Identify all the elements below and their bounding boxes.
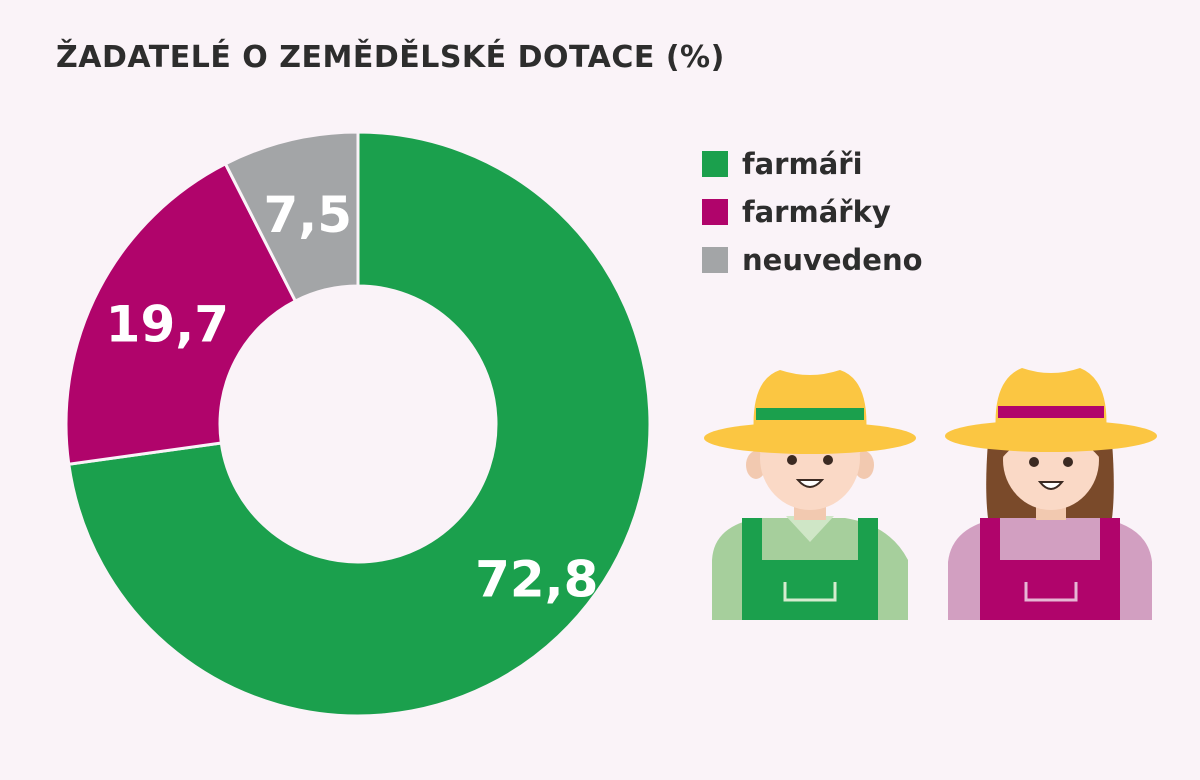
donut-slice-2	[223, 130, 360, 304]
slice-value-label-1: 19,7	[106, 296, 229, 354]
donut-slice-0	[67, 130, 652, 718]
farmers-illustration	[704, 368, 1157, 620]
legend-label: farmářky	[742, 195, 891, 229]
legend-item-farmarky: farmářky	[702, 188, 923, 236]
male-farmer-icon	[704, 370, 916, 620]
donut-chart: 72,8 19,7 7,5	[64, 130, 652, 718]
donut-value-labels: 72,8 19,7 7,5	[106, 186, 599, 609]
legend-swatch	[702, 199, 728, 225]
legend-item-farmari: farmáři	[702, 140, 923, 188]
donut-slice-1	[64, 161, 298, 466]
legend-label: neuvedeno	[742, 243, 923, 277]
legend-swatch	[702, 247, 728, 273]
donut-slices	[64, 130, 652, 718]
legend-label: farmáři	[742, 147, 863, 181]
slice-value-label-0: 72,8	[475, 551, 598, 609]
chart-title: ŽADATELÉ O ZEMĚDĚLSKÉ DOTACE (%)	[56, 40, 725, 75]
slice-value-label-2: 7,5	[264, 186, 353, 244]
legend-swatch	[702, 151, 728, 177]
female-farmer-icon	[945, 368, 1157, 620]
legend: farmáři farmářky neuvedeno	[702, 140, 923, 284]
legend-item-neuvedeno: neuvedeno	[702, 236, 923, 284]
